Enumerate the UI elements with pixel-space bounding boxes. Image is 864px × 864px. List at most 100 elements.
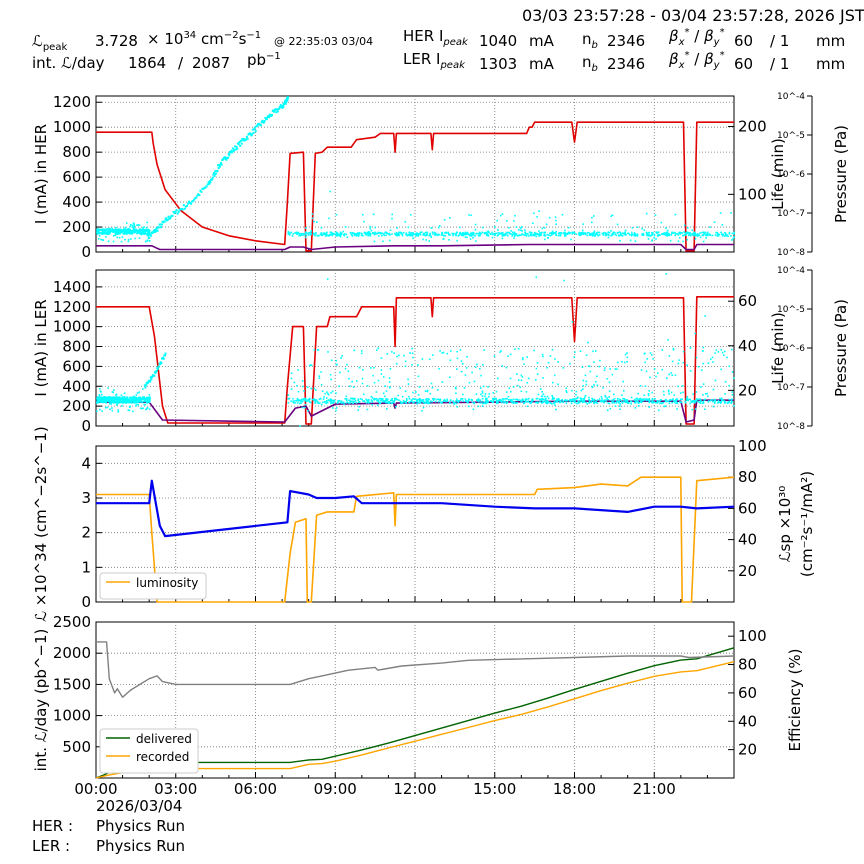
pressure-point (109, 228, 112, 231)
pressure-point (651, 231, 653, 234)
y-axis-label: I (mA) in HER (32, 124, 50, 224)
pressure-point (107, 387, 110, 390)
pressure-point (351, 235, 354, 237)
pressure-point (614, 405, 617, 407)
pressure-point (547, 236, 549, 239)
pressure-point (585, 401, 588, 404)
pressure-point (345, 402, 348, 404)
pressure-point (601, 399, 604, 402)
pressure-point (512, 386, 515, 388)
y2-axis-label: Life (min) (769, 312, 787, 384)
pressure-point (694, 399, 697, 402)
pressure-point (511, 233, 514, 236)
pressure-point (607, 236, 610, 239)
pressure-point (685, 397, 688, 400)
pressure-point (569, 400, 572, 403)
pressure-point (580, 398, 582, 400)
pressure-rise-point (250, 134, 253, 137)
pressure-point (522, 357, 524, 359)
pressure-rise-point (229, 151, 232, 154)
pressure-point (677, 385, 680, 388)
pressure-point (471, 399, 474, 401)
pressure-point (442, 237, 445, 240)
x-tick-label: 06:00 (234, 780, 277, 798)
pressure-point (138, 396, 141, 399)
pressure-point (714, 379, 717, 382)
pressure-point (631, 233, 634, 236)
pressure-point (512, 398, 515, 401)
pressure-point (558, 401, 561, 404)
pressure-point (366, 408, 369, 411)
pressure-point (684, 232, 687, 234)
pressure-point (472, 234, 475, 236)
pressure-point (314, 234, 316, 237)
pressure-point (531, 398, 534, 400)
pressure-point (586, 403, 589, 405)
pressure-point (552, 396, 554, 399)
pressure-rise-point (202, 187, 205, 190)
pressure-point (670, 391, 673, 394)
pressure-point (657, 231, 660, 234)
pressure-point (132, 399, 135, 402)
pressure-point (456, 350, 458, 353)
pressure-point (553, 374, 556, 377)
pressure-point (617, 401, 620, 404)
pressure-rise-point (282, 105, 285, 108)
pressure-point (411, 232, 414, 235)
pressure-point (629, 234, 631, 236)
pressure-point (442, 400, 445, 402)
pressure-point (577, 402, 579, 405)
pressure-point (587, 341, 589, 344)
pressure-point (128, 229, 131, 232)
pressure-point (442, 351, 445, 354)
pressure-point (311, 213, 314, 215)
pressure-point (398, 399, 400, 401)
pressure-point (665, 234, 667, 237)
pressure-point (97, 400, 100, 402)
pressure-point (148, 236, 150, 239)
pressure-point (117, 411, 120, 413)
pressure-point (111, 397, 113, 400)
pressure-point (608, 402, 611, 405)
pressure-point (429, 234, 432, 237)
pressure-point (440, 234, 443, 236)
pressure-point (644, 398, 647, 400)
pressure-point (609, 368, 611, 370)
pressure-point (694, 401, 697, 403)
pressure-rise-point (239, 139, 242, 142)
pressure-point (356, 232, 359, 234)
pressure-point (508, 226, 510, 229)
pressure-point (598, 398, 601, 400)
pressure-point (371, 400, 374, 402)
pressure-point (647, 392, 650, 395)
pressure-point (567, 231, 570, 234)
pressure-point (447, 231, 450, 234)
pressure-point (620, 234, 622, 236)
pressure-point (401, 233, 404, 236)
pressure-point (101, 233, 103, 235)
pressure-point (473, 380, 476, 383)
pressure-point (400, 402, 402, 405)
pressure-point (431, 231, 434, 234)
pressure-point (667, 338, 670, 341)
pressure-point (528, 235, 530, 237)
pressure-point (409, 234, 411, 236)
pressure-point (144, 399, 146, 402)
pressure-point (377, 347, 380, 350)
pressure-point (361, 398, 363, 401)
pressure-point (476, 363, 478, 366)
pressure-point (508, 387, 511, 390)
pressure-point (365, 398, 367, 401)
pressure-point (678, 232, 681, 234)
pressure-point (655, 231, 658, 234)
pressure-point (609, 407, 612, 410)
pressure-point (731, 398, 733, 400)
pressure-point (687, 232, 689, 234)
pressure-point (647, 234, 650, 237)
pressure-point (496, 400, 498, 403)
pressure-point (369, 232, 372, 235)
pressure-point (518, 234, 520, 237)
pressure-point (615, 400, 618, 402)
pressure-point (529, 233, 532, 235)
pressure-point (533, 212, 535, 215)
